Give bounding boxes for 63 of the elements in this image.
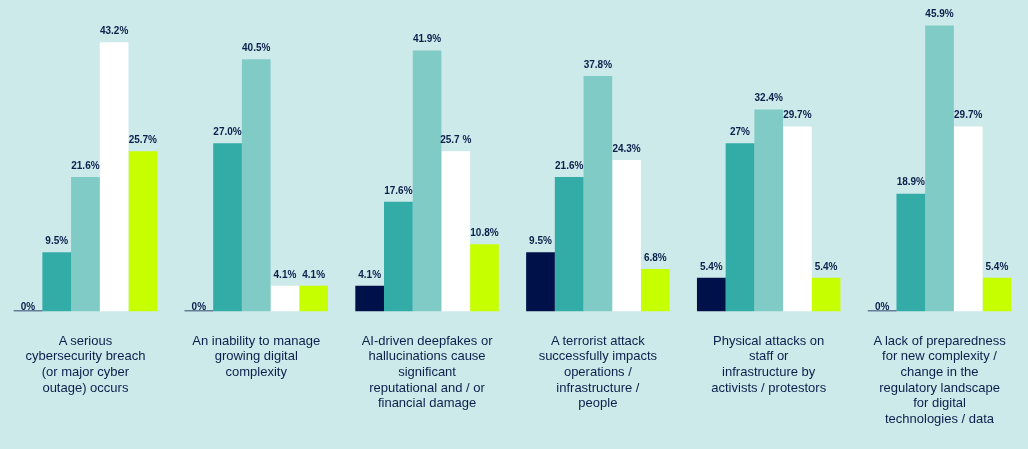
bar [783, 126, 812, 312]
x-tick-label: An inability to manage growing digital complexity [192, 332, 321, 379]
x-tick-label: Physical attacks on staff or infrastructure by activists / protestors [711, 332, 827, 395]
data-label: 37.8% [583, 58, 613, 70]
x-tick-label: A serious cybersecurity breach (or major cyber outage) occurs [25, 332, 146, 395]
bar [696, 277, 726, 312]
bar [526, 252, 555, 312]
bar [982, 277, 1012, 312]
data-label: 21.6% [71, 159, 100, 171]
data-label: 45.9% [925, 8, 954, 20]
data-label: 5.4% [985, 260, 1009, 272]
data-label: 18.9% [896, 176, 926, 188]
bar [213, 143, 242, 312]
bar [412, 50, 442, 312]
data-label: 0% [874, 301, 890, 313]
bar [241, 59, 271, 312]
bar [640, 269, 670, 312]
data-label: 29.7% [954, 109, 983, 121]
data-label: 21.6% [555, 159, 584, 171]
bar [384, 201, 413, 312]
data-label: 25.7 % [440, 134, 472, 146]
bar [925, 25, 954, 312]
bar [355, 285, 385, 312]
data-label: 17.6% [384, 184, 413, 196]
bar [953, 126, 983, 312]
data-label: 0% [20, 301, 36, 313]
bar [42, 252, 72, 312]
bar [71, 176, 100, 312]
data-label: 27% [729, 125, 751, 137]
data-label: 29.7% [783, 109, 812, 121]
data-label: 6.8% [643, 251, 667, 263]
bar [99, 42, 129, 312]
data-label: 9.5% [529, 234, 552, 246]
bar [554, 176, 584, 312]
data-label: 5.4% [814, 260, 838, 272]
data-label: 32.4% [754, 92, 783, 104]
bar [811, 277, 841, 312]
data-label: 40.5% [242, 41, 271, 53]
data-label: 24.3% [612, 142, 641, 154]
x-tick-label: AI-driven deepfakes or hallucinations cause significant reputational and / or financial damage [361, 332, 494, 411]
x-tick-label: A terrorist attack successfully impacts operations / infrastructure / people [538, 332, 658, 411]
bar [470, 244, 499, 312]
x-tick-label: A lack of preparedness for new complexity / change in the regulatory landscape for digital technologies / data [873, 332, 1007, 426]
data-label: 4.1% [358, 268, 382, 280]
data-label: 10.8% [470, 226, 499, 238]
bar [612, 160, 641, 312]
data-label: 25.7% [128, 134, 158, 146]
bar [583, 75, 613, 312]
data-label: 41.9% [412, 33, 442, 45]
bar [270, 285, 300, 312]
bar [128, 151, 158, 312]
data-label: 4.1% [273, 268, 297, 280]
bar [441, 151, 471, 312]
data-label: 43.2% [99, 25, 129, 37]
data-label: 5.4% [699, 260, 723, 272]
bar [754, 109, 784, 312]
data-label: 0% [191, 301, 207, 313]
bar [896, 193, 926, 312]
data-label: 4.1% [302, 268, 326, 280]
data-label: 27.0% [213, 125, 242, 137]
bar [725, 143, 755, 312]
data-label: 9.5% [45, 234, 69, 246]
bar [299, 285, 328, 312]
